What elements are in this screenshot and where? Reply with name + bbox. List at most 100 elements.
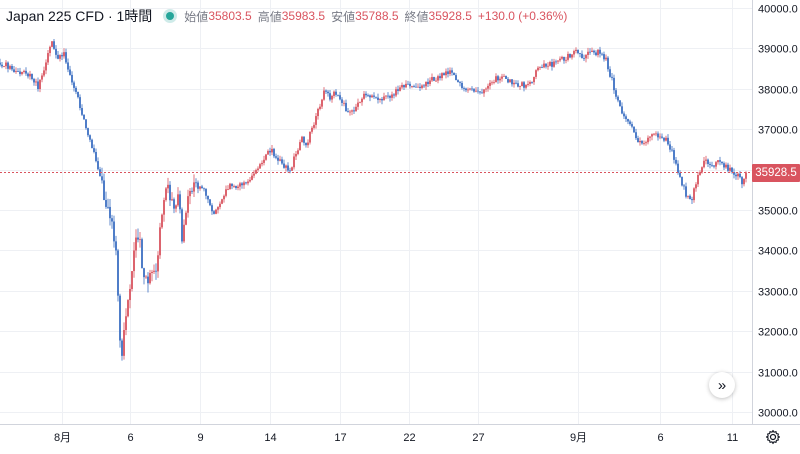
candle [541,64,543,69]
candle [225,185,227,198]
candle [427,78,429,87]
candle [485,87,487,93]
candle [467,87,469,93]
candle [153,264,155,274]
candle [271,144,273,156]
scroll-to-realtime-button[interactable]: » [709,372,735,398]
candle [575,47,577,54]
candle [143,267,145,285]
price-tick-label: 34000.0 [758,246,798,258]
candle [395,86,397,98]
candle [123,322,125,360]
change-value: +130.0 (+0.36%) [477,9,568,23]
candle [517,80,519,88]
candle [597,49,599,58]
candle [527,80,529,87]
candle [121,338,123,361]
candle [457,79,459,83]
candle [245,181,247,185]
candle [363,90,365,100]
candle [283,159,285,169]
candle [117,248,119,302]
candle [407,80,409,85]
candle [293,153,295,170]
candle [331,94,333,103]
candle [569,53,571,59]
candle [621,102,623,115]
candle [147,272,149,293]
candle [411,85,413,89]
candle [675,157,677,166]
symbol-title[interactable]: Japan 225 CFD · 1時間 [6,8,153,24]
candle [73,80,75,92]
candle [75,86,77,95]
candle [207,195,209,204]
candle [455,73,457,81]
candle [389,94,391,102]
candle [523,81,525,92]
candle [187,189,189,218]
price-axis[interactable]: 30000.0 31000.0 32000.0 33000.0 34000.0 35000… [758,4,798,420]
candle [415,83,417,88]
candle [429,77,431,87]
candle [175,204,177,213]
candle [301,135,303,143]
candle [337,94,339,97]
price-tick-label: 38000.0 [758,85,798,97]
candle [81,104,83,117]
candle [473,87,475,93]
candle [161,213,163,229]
time-axis[interactable]: 8月 6 9 14 17 22 27 9月 6 11 [54,432,738,444]
candle [83,114,85,120]
candle [419,83,421,92]
candle [595,50,597,57]
price-tick-label: 33000.0 [758,287,798,299]
candle [737,172,739,180]
candle [605,54,607,61]
candle [37,77,39,92]
candle [577,49,579,55]
candle [661,133,663,139]
candle [643,140,645,146]
candle [115,235,117,256]
candle [261,160,263,167]
candle [47,49,49,66]
chart-settings-button[interactable] [762,426,784,448]
candle [129,284,131,309]
candle [701,166,703,174]
candle [493,79,495,85]
candle [695,182,697,192]
time-tick-label: 27 [472,432,484,444]
candle [327,90,329,97]
candle [171,192,173,202]
candle [157,251,159,278]
time-tick-label: 22 [403,432,415,444]
candle [53,38,55,50]
close-label: 終値 [404,9,429,24]
candle [651,133,653,141]
low-label: 安値 [331,9,356,24]
candle [397,85,399,95]
candle [665,135,667,142]
candle [359,101,361,104]
candle [199,186,201,191]
candle [587,47,589,59]
candle [355,103,357,112]
candle [5,60,7,70]
candle [557,60,559,64]
candle [609,66,611,78]
candle [183,219,185,244]
candle [703,157,705,169]
candle [97,157,99,171]
candle [615,88,617,100]
candle [233,184,235,188]
candle [745,171,747,183]
candle [241,182,243,189]
candle [319,103,321,111]
time-tick-label: 6 [657,432,663,444]
candle [303,136,305,146]
time-tick-label: 8月 [54,432,71,444]
candle [51,41,53,48]
